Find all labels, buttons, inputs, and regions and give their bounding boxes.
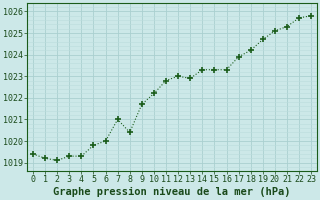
X-axis label: Graphe pression niveau de la mer (hPa): Graphe pression niveau de la mer (hPa)	[53, 187, 291, 197]
